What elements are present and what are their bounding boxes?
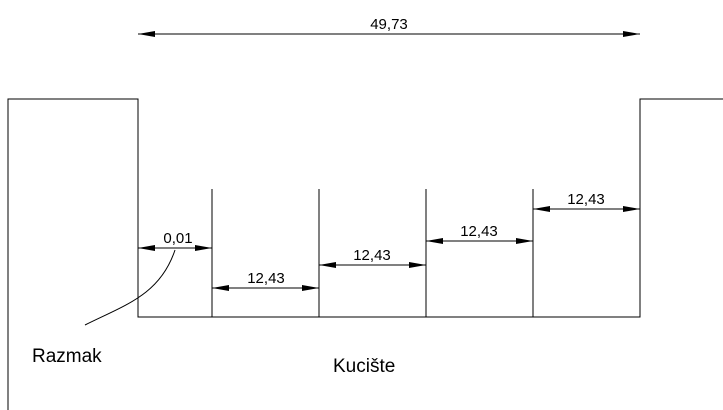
arrowhead-left bbox=[533, 206, 550, 212]
dimension-gap: 0,01 bbox=[138, 230, 212, 251]
arrowhead-right bbox=[302, 285, 319, 291]
housing-outline bbox=[7, 98, 723, 410]
dimension-text-segment-1: 12,43 bbox=[247, 270, 285, 287]
arrowhead-right bbox=[516, 238, 533, 244]
dimension-text-overall: 49,73 bbox=[370, 16, 408, 33]
housing-profile-line bbox=[7, 98, 723, 410]
arrowhead-left bbox=[212, 285, 229, 291]
arrowhead-left bbox=[138, 31, 155, 37]
arrowhead-right bbox=[623, 206, 640, 212]
gap-callout-label: Razmak bbox=[32, 346, 102, 367]
arrowhead-left bbox=[426, 238, 443, 244]
arrowhead-left bbox=[138, 245, 155, 251]
dimension-text-segment-4: 12,43 bbox=[567, 191, 605, 208]
dimension-segment-3: 12,43 bbox=[426, 223, 533, 244]
divider-lines bbox=[211, 189, 534, 317]
leader-line bbox=[84, 249, 176, 326]
dimension-text-segment-3: 12,43 bbox=[460, 223, 498, 240]
arrowhead-right bbox=[623, 31, 640, 37]
dimension-overall: 49,73 bbox=[138, 16, 640, 37]
dimension-segment-4: 12,43 bbox=[533, 191, 640, 212]
housing-label: Kucište bbox=[333, 356, 395, 377]
dimension-segment-1: 12,43 bbox=[212, 270, 319, 291]
arrowhead-left bbox=[319, 262, 336, 268]
dimension-text-segment-2: 12,43 bbox=[353, 247, 391, 264]
arrowhead-right bbox=[195, 245, 212, 251]
dimension-text-gap: 0,01 bbox=[163, 230, 192, 247]
arrowhead-right bbox=[409, 262, 426, 268]
dimension-segment-2: 12,43 bbox=[319, 247, 426, 268]
